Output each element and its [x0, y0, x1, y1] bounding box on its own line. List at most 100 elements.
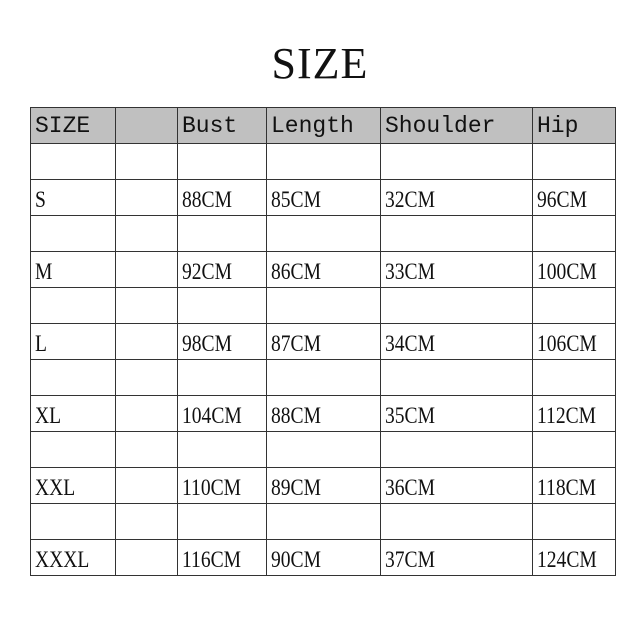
cell-text: 87CM [271, 331, 321, 356]
table-cell [266, 359, 381, 396]
table-cell [30, 287, 116, 324]
table-cell [115, 215, 178, 252]
cell-text: 85CM [271, 187, 321, 212]
table-cell [115, 359, 178, 396]
cell-text: 118CM [537, 475, 597, 500]
table-cell: 90CM [266, 539, 381, 576]
cell-text: SIZE [35, 112, 91, 139]
table-spacer-row [30, 503, 616, 540]
cell-text: XXXL [35, 547, 90, 572]
table-cell: 124CM [532, 539, 616, 576]
table-cell [30, 215, 116, 252]
table-cell: M [30, 251, 116, 288]
cell-text: 124CM [537, 547, 597, 572]
table-cell: 96CM [532, 179, 616, 216]
table-cell: 85CM [266, 179, 381, 216]
table-cell [115, 287, 178, 324]
table-cell [177, 359, 267, 396]
table-cell: 86CM [266, 251, 381, 288]
table-cell [115, 539, 178, 576]
table-cell [266, 143, 381, 180]
table-cell [177, 215, 267, 252]
table-cell [380, 215, 533, 252]
cell-text: Shoulder [385, 112, 496, 139]
table-cell [177, 431, 267, 468]
table-cell [532, 359, 616, 396]
cell-text: 34CM [385, 331, 435, 356]
cell-text: 88CM [182, 187, 232, 212]
page-title: SIZE [271, 39, 369, 88]
table-cell [177, 503, 267, 540]
table-cell [115, 143, 178, 180]
table-cell [380, 503, 533, 540]
table-row: M 92CM 86CM 33CM 100CM [30, 251, 616, 288]
table-row: L 98CM 87CM 34CM 106CM [30, 323, 616, 360]
table-cell: 88CM [177, 179, 267, 216]
table-cell: S [30, 179, 116, 216]
table-cell [115, 251, 178, 288]
cell-text: 37CM [385, 547, 435, 572]
cell-text: 106CM [537, 331, 597, 356]
table-spacer-row [30, 215, 616, 252]
cell-text: 86CM [271, 259, 321, 284]
table-cell: 35CM [380, 395, 533, 432]
table-cell [30, 143, 116, 180]
cell-text: M [35, 259, 53, 284]
table-row: XL 104CM 88CM 35CM 112CM [30, 395, 616, 432]
table-cell [532, 503, 616, 540]
table-cell [30, 431, 116, 468]
cell-text: 33CM [385, 259, 435, 284]
table-cell: 37CM [380, 539, 533, 576]
table-cell [266, 431, 381, 468]
cell-text: 35CM [385, 403, 435, 428]
table-cell [532, 287, 616, 324]
cell-text: 100CM [537, 259, 597, 284]
table-cell: Shoulder [380, 107, 533, 144]
table-cell: 104CM [177, 395, 267, 432]
table-cell [115, 467, 178, 504]
cell-text: XXL [35, 475, 76, 500]
cell-text: 32CM [385, 187, 435, 212]
table-cell: SIZE [30, 107, 116, 144]
table-cell: 118CM [532, 467, 616, 504]
table-cell [115, 503, 178, 540]
cell-text: 112CM [537, 403, 597, 428]
table-cell: 100CM [532, 251, 616, 288]
cell-text: 98CM [182, 331, 232, 356]
table-cell [177, 143, 267, 180]
cell-text: 36CM [385, 475, 435, 500]
cell-text: Hip [537, 112, 579, 139]
table-cell: 33CM [380, 251, 533, 288]
cell-text: 90CM [271, 547, 321, 572]
table-cell: Length [266, 107, 381, 144]
table-cell [115, 431, 178, 468]
cell-text: L [35, 331, 47, 356]
table-header-row: SIZE Bust Length Shoulder Hip [30, 107, 616, 144]
table-cell [30, 359, 116, 396]
table-cell [380, 431, 533, 468]
table-cell [380, 143, 533, 180]
table-cell [532, 143, 616, 180]
cell-text: 92CM [182, 259, 232, 284]
table-cell: XXL [30, 467, 116, 504]
table-cell: 98CM [177, 323, 267, 360]
table-spacer-row [30, 143, 616, 180]
cell-text: 110CM [182, 475, 242, 500]
cell-text: Length [271, 112, 354, 139]
table-spacer-row [30, 287, 616, 324]
table-row: XXL 110CM 89CM 36CM 118CM [30, 467, 616, 504]
table-cell [380, 359, 533, 396]
table-cell: 116CM [177, 539, 267, 576]
table-cell: Hip [532, 107, 616, 144]
table-cell [30, 503, 116, 540]
table-cell: 36CM [380, 467, 533, 504]
table-cell [532, 431, 616, 468]
table-spacer-row [30, 431, 616, 468]
table-spacer-row [30, 359, 616, 396]
cell-text: 104CM [182, 403, 242, 428]
cell-text: XL [35, 403, 62, 428]
table-cell: 110CM [177, 467, 267, 504]
table-cell [380, 287, 533, 324]
table-cell [266, 215, 381, 252]
table-cell: 89CM [266, 467, 381, 504]
